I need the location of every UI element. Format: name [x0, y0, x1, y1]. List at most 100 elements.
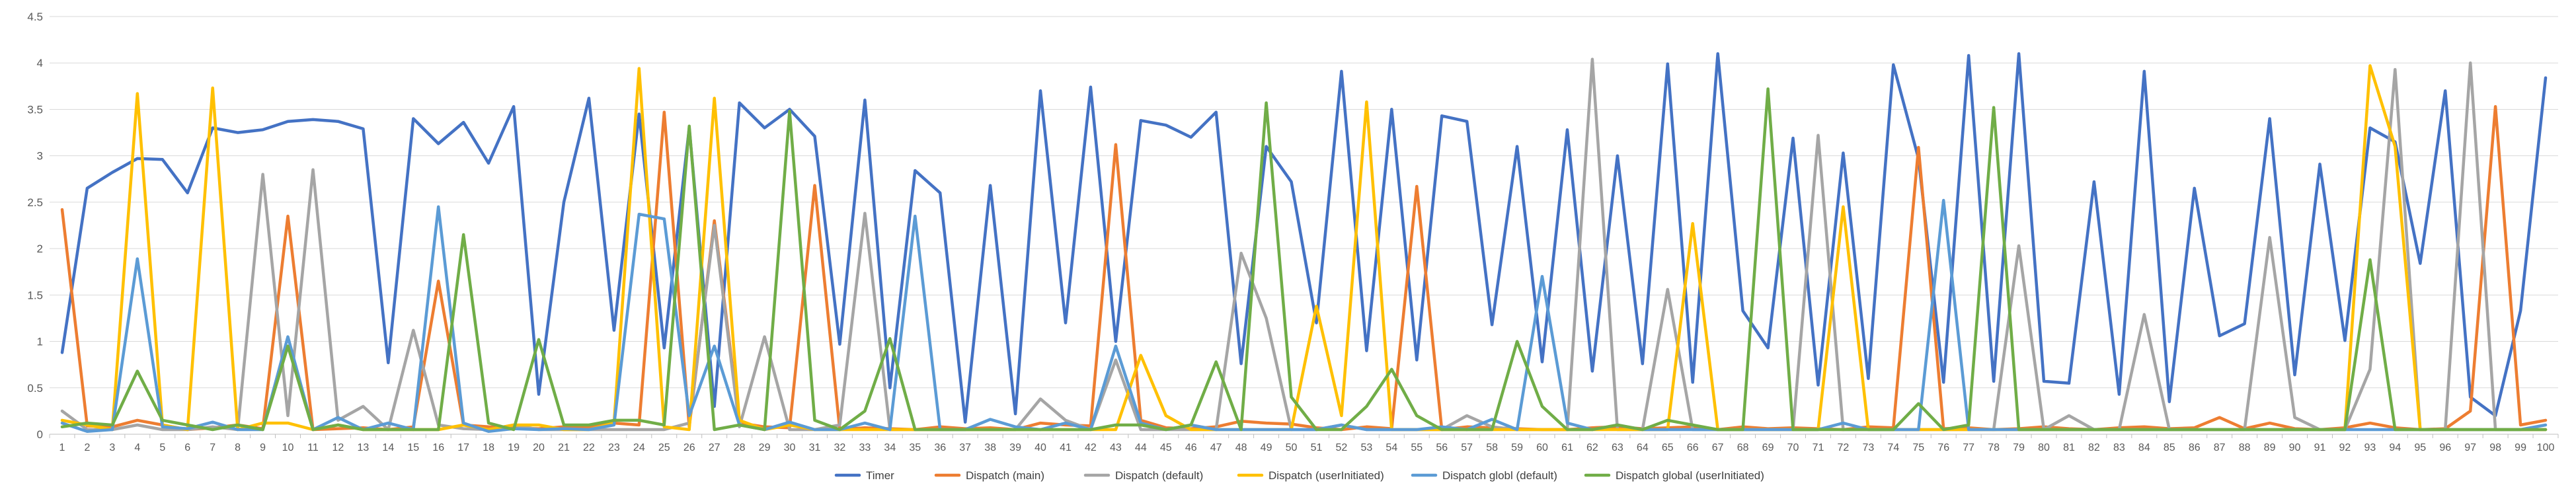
x-tick-label: 86	[2189, 442, 2201, 453]
y-tick-label: 4.5	[27, 11, 43, 23]
x-tick-label: 56	[1436, 442, 1448, 453]
x-tick-label: 90	[2289, 442, 2301, 453]
x-tick-label: 48	[1235, 442, 1247, 453]
x-tick-label: 17	[457, 442, 469, 453]
x-tick-label: 79	[2013, 442, 2025, 453]
x-tick-label: 9	[260, 442, 266, 453]
x-tick-label: 58	[1486, 442, 1498, 453]
y-tick-label: 1.5	[27, 289, 43, 301]
x-tick-label: 92	[2339, 442, 2351, 453]
x-tick-label: 24	[633, 442, 645, 453]
x-tick-label: 84	[2138, 442, 2150, 453]
x-tick-label: 64	[1637, 442, 1649, 453]
x-tick-label: 38	[984, 442, 996, 453]
x-tick-label: 2	[84, 442, 90, 453]
y-tick-label: 0.5	[27, 382, 43, 395]
x-tick-label: 85	[2164, 442, 2175, 453]
x-tick-label: 80	[2038, 442, 2050, 453]
x-tick-label: 51	[1311, 442, 1323, 453]
x-tick-label: 55	[1411, 442, 1423, 453]
x-tick-label: 97	[2464, 442, 2476, 453]
x-tick-label: 18	[483, 442, 494, 453]
x-tick-label: 5	[159, 442, 165, 453]
x-tick-label: 4	[134, 442, 140, 453]
x-tick-label: 81	[2063, 442, 2075, 453]
x-tick-label: 69	[1762, 442, 1774, 453]
y-tick-label: 2	[37, 243, 43, 255]
x-tick-label: 32	[834, 442, 846, 453]
x-tick-label: 20	[533, 442, 545, 453]
x-tick-label: 19	[508, 442, 520, 453]
x-tick-label: 13	[357, 442, 369, 453]
x-tick-label: 34	[884, 442, 896, 453]
x-tick-label: 94	[2389, 442, 2401, 453]
x-tick-label: 39	[1009, 442, 1021, 453]
y-tick-label: 0	[37, 428, 43, 441]
x-tick-label: 95	[2414, 442, 2426, 453]
x-tick-label: 1	[59, 442, 65, 453]
x-tick-label: 78	[1988, 442, 2000, 453]
x-tick-label: 88	[2239, 442, 2251, 453]
x-tick-label: 47	[1210, 442, 1222, 453]
x-tick-label: 26	[683, 442, 695, 453]
x-tick-label: 83	[2113, 442, 2125, 453]
x-tick-label: 7	[210, 442, 215, 453]
x-tick-label: 46	[1185, 442, 1197, 453]
x-tick-label: 65	[1662, 442, 1674, 453]
x-tick-label: 100	[2537, 442, 2555, 453]
y-axis-ticks: 0 0.5 1 1.5 2 2.5 3 3.5 4 4.5	[27, 11, 43, 441]
x-tick-label: 3	[109, 442, 115, 453]
x-tick-label: 8	[235, 442, 241, 453]
x-tick-label: 28	[734, 442, 746, 453]
x-tick-label: 35	[909, 442, 921, 453]
x-tick-label: 10	[282, 442, 294, 453]
x-tick-label: 42	[1085, 442, 1097, 453]
x-tick-label: 45	[1160, 442, 1172, 453]
x-tick-label: 36	[934, 442, 946, 453]
legend-label: Dispatch globl (default)	[1442, 469, 1557, 482]
legend-label: Dispatch (main)	[966, 469, 1044, 482]
x-tick-label: 44	[1135, 442, 1147, 453]
x-tick-label: 12	[332, 442, 344, 453]
x-tick-label: 31	[809, 442, 821, 453]
x-tick-label: 43	[1110, 442, 1122, 453]
x-tick-label: 77	[1963, 442, 1974, 453]
x-tick-label: 59	[1511, 442, 1523, 453]
x-tick-label: 93	[2364, 442, 2376, 453]
x-tick-label: 15	[407, 442, 419, 453]
x-tick-label: 72	[1838, 442, 1850, 453]
x-tick-label: 52	[1336, 442, 1348, 453]
x-tick-label: 11	[307, 442, 319, 453]
x-tick-label: 70	[1787, 442, 1799, 453]
series-line-dispatch-global-userinitiated	[60, 87, 2548, 432]
x-tick-label: 99	[2515, 442, 2526, 453]
x-tick-label: 62	[1586, 442, 1598, 453]
x-tick-label: 25	[658, 442, 670, 453]
x-tick-label: 63	[1612, 442, 1623, 453]
x-tick-label: 82	[2088, 442, 2100, 453]
x-tick-label: 29	[759, 442, 771, 453]
x-tick-label: 50	[1286, 442, 1298, 453]
y-tick-label: 3	[37, 150, 43, 163]
x-tick-label: 37	[959, 442, 971, 453]
x-tick-label: 91	[2314, 442, 2326, 453]
x-tick-label: 14	[382, 442, 394, 453]
y-tick-label: 4	[37, 57, 43, 69]
series-lines	[60, 52, 2548, 434]
y-tick-label: 3.5	[27, 103, 43, 116]
x-tick-label: 73	[1862, 442, 1874, 453]
x-tick-label: 87	[2214, 442, 2226, 453]
x-tick-label: 53	[1360, 442, 1372, 453]
x-tick-label: 22	[583, 442, 595, 453]
legend-label: Dispatch global (userInitiated)	[1616, 469, 1764, 482]
x-tick-label: 60	[1536, 442, 1548, 453]
x-tick-label: 41	[1060, 442, 1072, 453]
x-tick-label: 67	[1712, 442, 1724, 453]
series-line-timer	[60, 52, 2548, 424]
x-tick-label: 98	[2489, 442, 2501, 453]
x-tick-label: 74	[1887, 442, 1899, 453]
x-tick-label: 66	[1687, 442, 1699, 453]
x-tick-label: 30	[784, 442, 796, 453]
x-tick-label: 6	[184, 442, 190, 453]
